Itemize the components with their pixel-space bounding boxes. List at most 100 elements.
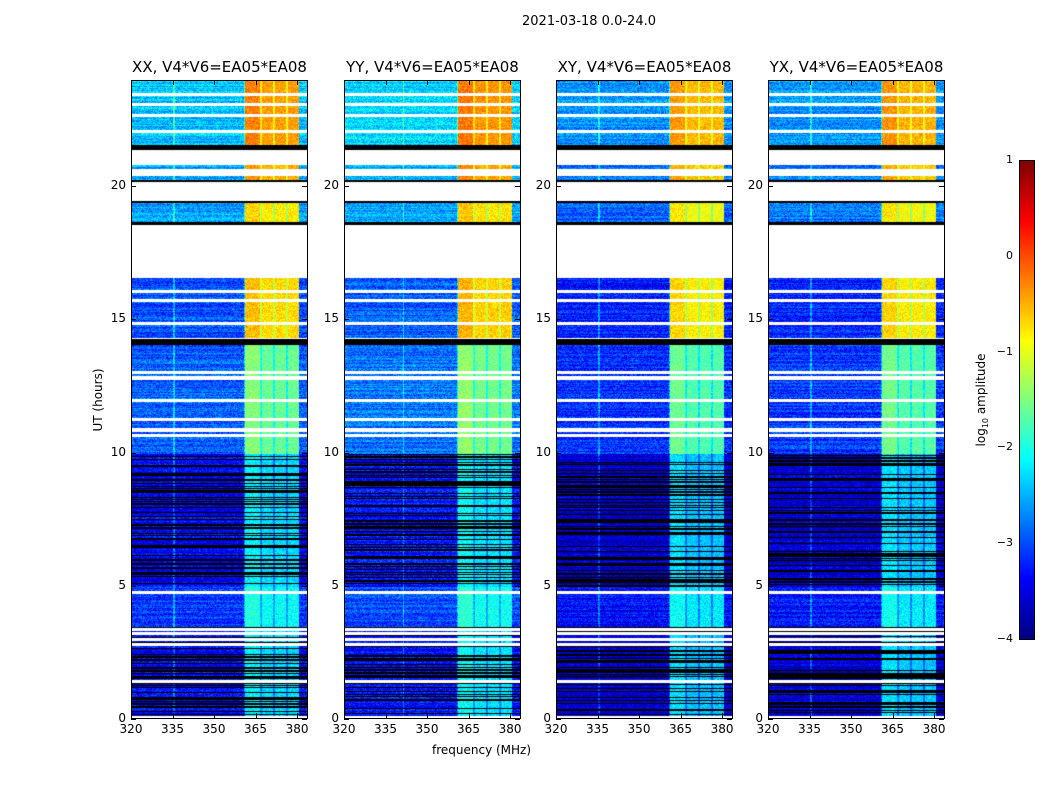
- x-tick: [131, 713, 132, 718]
- x-tick-label: 320: [119, 722, 143, 736]
- x-tick: [680, 80, 682, 85]
- x-tick-label: 365: [669, 722, 692, 736]
- y-tick-label: 0: [118, 711, 126, 725]
- x-tick: [934, 713, 936, 718]
- colorbar-tick-label: 1: [1006, 153, 1013, 166]
- x-tick: [427, 713, 428, 718]
- y-axis-label: UT (hours): [91, 368, 105, 432]
- x-tick-label: 320: [544, 722, 568, 736]
- x-tick: [344, 713, 345, 718]
- x-tick: [468, 713, 470, 718]
- x-tick-label: 350: [415, 722, 439, 736]
- colorbar: [1019, 160, 1035, 640]
- x-tick-label: 350: [202, 722, 226, 736]
- x-tick: [556, 713, 557, 718]
- y-tick: [768, 186, 773, 187]
- y-tick-label: 5: [118, 577, 126, 592]
- y-tick-label: 10: [323, 444, 339, 459]
- panel-title: YX, V4*V6=EA05*EA08: [769, 58, 944, 76]
- heatmap-image: [345, 81, 520, 718]
- y-tick: [727, 452, 732, 454]
- y-tick-label: 20: [535, 178, 551, 192]
- y-tick: [302, 319, 307, 321]
- x-tick: [510, 80, 512, 85]
- x-tick: [892, 713, 894, 718]
- y-tick-label: 5: [331, 577, 339, 592]
- x-tick: [344, 80, 345, 85]
- y-tick: [302, 186, 307, 187]
- x-tick: [768, 80, 769, 85]
- heatmap-panel: [556, 80, 733, 719]
- y-tick: [515, 186, 520, 187]
- x-tick-label: 380: [710, 722, 734, 736]
- x-tick: [297, 80, 299, 85]
- y-tick: [515, 719, 520, 720]
- x-tick: [385, 80, 387, 85]
- y-tick: [515, 452, 520, 454]
- y-tick: [939, 452, 944, 454]
- y-tick: [131, 319, 136, 321]
- y-tick-label: 5: [543, 577, 551, 592]
- y-tick: [556, 585, 561, 587]
- y-tick-label: 15: [535, 311, 551, 326]
- y-tick: [515, 585, 520, 587]
- x-tick: [851, 713, 852, 718]
- x-tick: [214, 80, 215, 85]
- y-tick: [768, 319, 773, 321]
- y-tick: [344, 186, 349, 187]
- x-tick: [556, 80, 557, 85]
- y-tick: [302, 585, 307, 587]
- x-tick: [172, 80, 174, 85]
- y-tick: [344, 585, 349, 587]
- x-tick: [297, 713, 299, 718]
- x-tick-label: 365: [457, 722, 480, 736]
- panel-title: YY, V4*V6=EA05*EA08: [346, 58, 519, 76]
- y-tick-label: 10: [110, 444, 126, 459]
- x-tick: [131, 80, 132, 85]
- x-tick: [680, 713, 682, 718]
- x-tick-label: 320: [332, 722, 356, 736]
- x-tick: [597, 713, 599, 718]
- x-tick-label: 350: [627, 722, 651, 736]
- colorbar-label-rest: amplitude: [973, 353, 988, 418]
- y-tick: [131, 452, 136, 454]
- x-tick-label: 380: [922, 722, 946, 736]
- colorbar-tick-label: −3: [996, 536, 1013, 550]
- y-tick-label: 15: [323, 311, 339, 326]
- x-tick: [172, 713, 174, 718]
- y-tick-label: 20: [323, 178, 339, 192]
- colorbar-label-sub: 10: [981, 417, 991, 429]
- x-tick: [510, 713, 512, 718]
- colorbar-label: log10 amplitude: [974, 354, 990, 447]
- y-tick: [768, 585, 773, 587]
- y-tick: [727, 585, 732, 587]
- y-tick-label: 0: [755, 711, 763, 725]
- y-tick: [727, 719, 732, 720]
- x-tick: [427, 80, 428, 85]
- y-tick: [556, 186, 561, 187]
- x-tick: [722, 80, 724, 85]
- x-tick-label: 365: [881, 722, 904, 736]
- x-tick: [809, 80, 811, 85]
- y-tick: [344, 452, 349, 454]
- colorbar-label-log: log: [973, 428, 988, 447]
- x-tick: [934, 80, 936, 85]
- colorbar-tick-label: 0: [1006, 248, 1013, 262]
- panel-title: XY, V4*V6=EA05*EA08: [557, 58, 732, 76]
- heatmap-panel: [344, 80, 521, 719]
- x-tick: [851, 80, 852, 85]
- y-tick: [131, 585, 136, 587]
- y-tick-label: 15: [747, 311, 763, 326]
- figure-title: 2021-03-18 0.0-24.0: [522, 14, 656, 29]
- x-tick: [468, 80, 470, 85]
- heatmap-panel: [768, 80, 945, 719]
- heatmap-image: [557, 81, 732, 718]
- y-tick: [131, 719, 136, 720]
- x-tick: [214, 713, 215, 718]
- y-tick: [556, 719, 561, 720]
- y-tick-label: 10: [535, 444, 551, 459]
- y-tick: [302, 452, 307, 454]
- x-tick-label: 335: [374, 722, 397, 736]
- x-tick: [892, 80, 894, 85]
- x-tick-label: 335: [161, 722, 184, 736]
